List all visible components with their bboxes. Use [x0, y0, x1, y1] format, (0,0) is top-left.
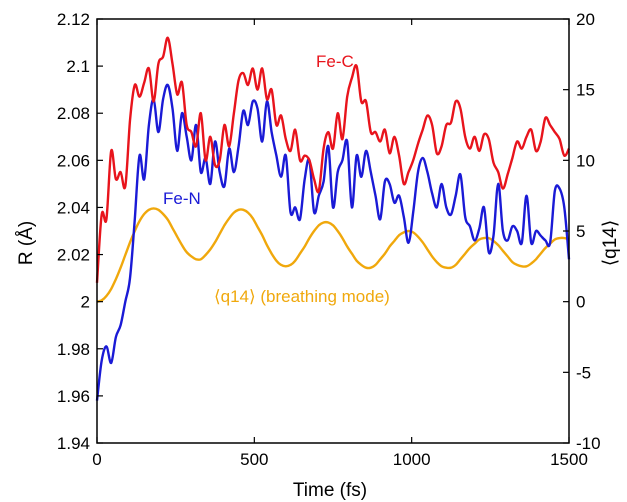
y-left-tick-label: 2.12 — [57, 10, 90, 29]
right-y-axis: -10 -5 0 5 10 15 20 — [563, 10, 601, 453]
series-line-fe-c — [95, 36, 571, 283]
annotation-fe-n: Fe-N — [163, 189, 201, 208]
y-left-tick-label: 2.08 — [57, 104, 90, 123]
series-line-fe-n — [95, 83, 571, 401]
plot-marks — [95, 36, 571, 401]
x-tick-label: 1500 — [550, 450, 588, 469]
y-left-tick-label: 2.04 — [57, 198, 90, 217]
x-tick-label: 1000 — [393, 450, 431, 469]
y-left-tick-label: 2.1 — [66, 57, 90, 76]
annotation-fe-c: Fe-C — [316, 52, 354, 71]
y-axis-label-right: ⟨q14⟩ — [600, 220, 621, 267]
x-axis-label: Time (fs) — [293, 480, 367, 501]
x-tick-label: 0 — [92, 450, 101, 469]
x-tick-label: 500 — [240, 450, 268, 469]
y-right-tick-label: 20 — [576, 10, 595, 29]
y-axis-label-left: R (Å) — [16, 221, 37, 265]
y-left-tick-label: 1.94 — [57, 434, 90, 453]
y-right-tick-label: 0 — [576, 293, 585, 312]
y-right-tick-label: 5 — [576, 222, 585, 241]
y-left-tick-label: 2.06 — [57, 151, 90, 170]
y-left-tick-label: 2.02 — [57, 246, 90, 265]
y-left-tick-label: 2 — [81, 293, 90, 312]
x-axis: 0 500 1000 1500 — [92, 19, 588, 469]
annotation-q14: ⟨q14⟩ (breathing mode) — [214, 287, 390, 306]
y-left-tick-label: 1.96 — [57, 387, 90, 406]
y-right-tick-label: -5 — [576, 363, 591, 382]
y-left-tick-label: 1.98 — [57, 340, 90, 359]
series-line-q14 — [96, 207, 570, 303]
y-right-tick-label: 10 — [576, 151, 595, 170]
plot-frame — [96, 18, 570, 444]
y-right-tick-label: -10 — [576, 434, 601, 453]
y-right-tick-label: 15 — [576, 81, 595, 100]
left-y-axis: 1.94 1.96 1.98 2 2.02 2.04 2.06 2.08 2.1 2.12 — [57, 10, 103, 453]
